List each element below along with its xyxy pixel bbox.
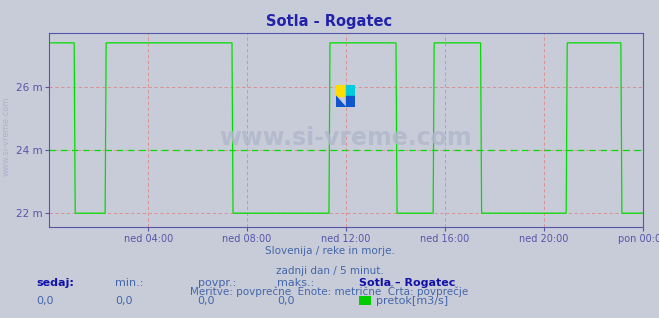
Text: povpr.:: povpr.: bbox=[198, 278, 236, 288]
Polygon shape bbox=[345, 96, 355, 107]
Text: Sotla - Rogatec: Sotla - Rogatec bbox=[266, 14, 393, 29]
Text: www.si-vreme.com: www.si-vreme.com bbox=[2, 97, 11, 176]
Text: Slovenija / reke in morje.: Slovenija / reke in morje. bbox=[264, 246, 395, 256]
Text: 0,0: 0,0 bbox=[36, 296, 54, 306]
Polygon shape bbox=[345, 85, 355, 96]
Text: zadnji dan / 5 minut.: zadnji dan / 5 minut. bbox=[275, 266, 384, 275]
Text: min.:: min.: bbox=[115, 278, 144, 288]
Polygon shape bbox=[335, 96, 345, 107]
Text: sedaj:: sedaj: bbox=[36, 278, 74, 288]
Text: pretok[m3/s]: pretok[m3/s] bbox=[376, 296, 448, 306]
Text: 0,0: 0,0 bbox=[277, 296, 295, 306]
Text: 0,0: 0,0 bbox=[198, 296, 215, 306]
Text: 0,0: 0,0 bbox=[115, 296, 133, 306]
Text: Meritve: povprečne  Enote: metrične  Črta: povprečje: Meritve: povprečne Enote: metrične Črta:… bbox=[190, 285, 469, 297]
Text: www.si-vreme.com: www.si-vreme.com bbox=[219, 126, 473, 150]
Polygon shape bbox=[335, 85, 345, 96]
Text: Sotla – Rogatec: Sotla – Rogatec bbox=[359, 278, 455, 288]
Text: maks.:: maks.: bbox=[277, 278, 314, 288]
